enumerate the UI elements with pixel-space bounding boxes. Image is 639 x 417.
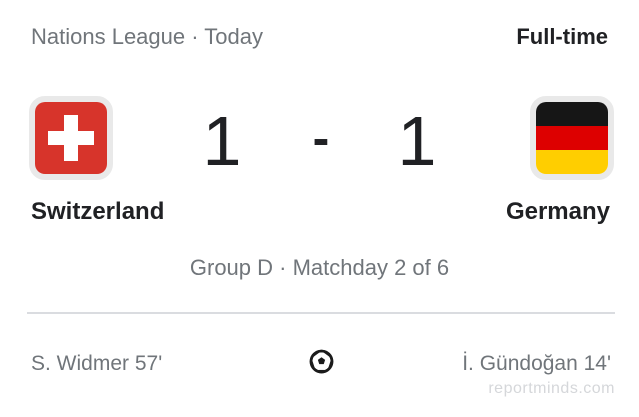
league-and-date: Nations League · Today	[31, 24, 263, 49]
divider	[27, 312, 615, 314]
soccer-ball-icon	[308, 348, 335, 375]
away-team-name: Germany	[505, 198, 610, 225]
germany-flag-graphic	[536, 102, 608, 174]
home-goal-scorer: S. Widmer 57'	[31, 352, 163, 375]
score-separator: -	[312, 110, 330, 166]
switzerland-flag-graphic	[35, 102, 107, 174]
away-goal-scorer: İ. Gündoğan 14'	[462, 352, 611, 375]
germany-flag-icon	[530, 96, 614, 180]
group-matchday-subtitle: Group D · Matchday 2 of 6	[189, 255, 450, 280]
match-status: Full-time	[516, 24, 608, 49]
switzerland-flag-icon	[29, 96, 113, 180]
home-score: 1	[202, 102, 242, 180]
home-team-name: Switzerland	[31, 198, 165, 225]
away-score: 1	[397, 102, 437, 180]
watermark: reportminds.com	[488, 380, 615, 397]
